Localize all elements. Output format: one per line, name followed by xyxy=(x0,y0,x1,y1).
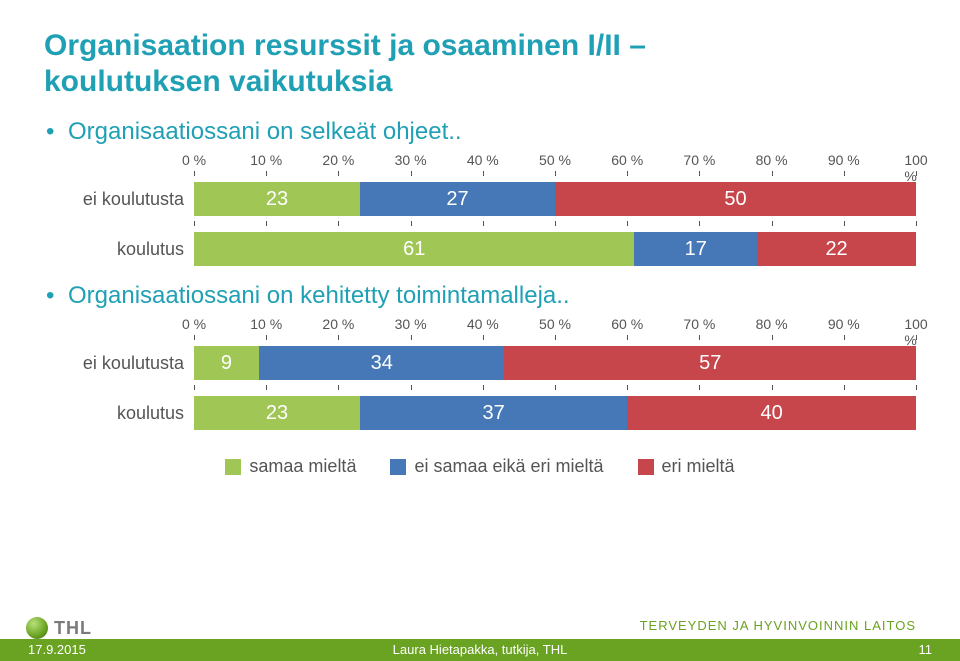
plot-area: 232750 xyxy=(194,176,916,222)
bar-segment: 34 xyxy=(259,346,504,380)
bullet-2: Organisaatiossani on kehitetty toimintam… xyxy=(44,282,916,310)
footer-bar: 17.9.2015 Laura Hietapakka, tutkija, THL… xyxy=(0,639,960,661)
legend-swatch xyxy=(390,459,406,475)
plot-area: 233740 xyxy=(194,390,916,436)
logo-icon xyxy=(26,617,48,639)
plot-area: 93457 xyxy=(194,340,916,386)
tick-label: 30 % xyxy=(395,152,427,168)
footer-page: 11 xyxy=(919,642,933,657)
axis-row: 0 %10 %20 %30 %40 %50 %60 %70 %80 %90 %1… xyxy=(44,316,916,336)
tick-label: 20 % xyxy=(322,152,354,168)
bar-segment: 27 xyxy=(360,182,555,216)
tick-label: 0 % xyxy=(182,316,206,332)
title-line-1: Organisaation resurssit ja osaaminen I/I… xyxy=(44,29,646,62)
legend-item: ei samaa eikä eri mieltä xyxy=(390,456,603,477)
row-label: ei koulutusta xyxy=(44,353,194,374)
bar-row: koulutus233740 xyxy=(44,390,916,436)
legend-label: samaa mieltä xyxy=(249,456,356,477)
axis-row: 0 %10 %20 %30 %40 %50 %60 %70 %80 %90 %1… xyxy=(44,152,916,172)
tick-label: 90 % xyxy=(828,316,860,332)
tick-label: 40 % xyxy=(467,152,499,168)
plot-area: 611722 xyxy=(194,226,916,272)
footer-institution: TERVEYDEN JA HYVINVOINNIN LAITOS xyxy=(640,618,916,633)
row-label: ei koulutusta xyxy=(44,189,194,210)
tick-label: 50 % xyxy=(539,316,571,332)
tick-label: 80 % xyxy=(756,152,788,168)
bar-segment: 9 xyxy=(194,346,259,380)
row-label: koulutus xyxy=(44,239,194,260)
bar-row: ei koulutusta93457 xyxy=(44,340,916,386)
tick-label: 40 % xyxy=(467,316,499,332)
legend-item: samaa mieltä xyxy=(225,456,356,477)
footer-date: 17.9.2015 xyxy=(28,642,86,657)
tick-label: 60 % xyxy=(611,152,643,168)
tick-label: 70 % xyxy=(683,152,715,168)
chart-2: 0 %10 %20 %30 %40 %50 %60 %70 %80 %90 %1… xyxy=(44,316,916,436)
footer-author: Laura Hietapakka, tutkija, THL xyxy=(393,642,568,657)
bar-segment: 23 xyxy=(194,182,360,216)
bar-row: koulutus611722 xyxy=(44,226,916,272)
chart-1: 0 % 10 % 20 % 30 % 40 % 50 % 60 % 70 % 80 % 90 % 1… xyxy=(44,152,916,272)
tick-label: 10 % xyxy=(250,152,282,168)
bar-segment: 57 xyxy=(504,346,916,380)
bar-segment: 50 xyxy=(555,182,916,216)
tick-label: 10 % xyxy=(250,316,282,332)
tick-label: 60 % xyxy=(611,316,643,332)
tick-label: 20 % xyxy=(322,316,354,332)
tick-label: 50 % xyxy=(539,152,571,168)
bar-segment: 40 xyxy=(627,396,916,430)
tick-label: 30 % xyxy=(395,316,427,332)
bar-segment: 61 xyxy=(194,232,634,266)
bar-row: ei koulutusta232750 xyxy=(44,176,916,222)
tick-label: 90 % xyxy=(828,152,860,168)
bar-segment: 37 xyxy=(360,396,627,430)
tick-label: 70 % xyxy=(683,316,715,332)
legend: samaa mieltä ei samaa eikä eri mieltä eri … xyxy=(44,456,916,477)
legend-label: ei samaa eikä eri mieltä xyxy=(414,456,603,477)
footer: THL TERVEYDEN JA HYVINVOINNIN LAITOS 17.… xyxy=(0,605,960,661)
tick-label: 0 % xyxy=(182,152,206,168)
title-line-2: koulutuksen vaikutuksia xyxy=(44,65,392,98)
bar-segment: 22 xyxy=(757,232,916,266)
legend-swatch xyxy=(225,459,241,475)
logo: THL xyxy=(26,617,92,639)
bar-segment: 17 xyxy=(634,232,757,266)
legend-swatch xyxy=(638,459,654,475)
slide-title: Organisaation resurssit ja osaaminen I/I… xyxy=(44,28,916,100)
tick-label: 80 % xyxy=(756,316,788,332)
bullet-1: Organisaatiossani on selkeät ohjeet.. xyxy=(44,118,916,146)
legend-item: eri mieltä xyxy=(638,456,735,477)
logo-text: THL xyxy=(54,618,92,639)
legend-label: eri mieltä xyxy=(662,456,735,477)
bar-segment: 23 xyxy=(194,396,360,430)
row-label: koulutus xyxy=(44,403,194,424)
